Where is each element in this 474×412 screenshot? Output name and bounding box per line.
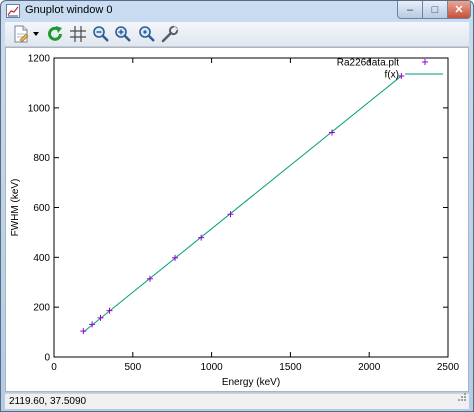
tick-labels: 0 500 1000 1500 2000 2500 0 200 400 600 800 1000 120… [28,54,460,374]
y-tick-label: 800 [33,153,50,164]
zoom-next-icon[interactable] [113,24,133,44]
status-bar: 2119.60, 37.5090 [5,393,469,409]
legend-swatch-points [422,59,428,65]
data-points-layer [80,72,405,335]
data-point [398,72,405,79]
y-tick-label: 600 [33,203,50,214]
minimize-button[interactable]: – [397,1,423,19]
x-tick-label: 1000 [200,362,223,373]
zoom-previous-icon[interactable] [91,24,111,44]
maximize-button[interactable]: □ [422,1,448,19]
dropdown-arrow-icon[interactable] [31,24,41,44]
y-tick-label: 0 [44,353,50,364]
fit-line [82,75,402,333]
resize-grip-icon[interactable] [457,392,467,408]
gnuplot-app-icon[interactable] [6,4,20,18]
copy-to-clipboard-icon[interactable] [11,24,31,44]
y-tick-label: 1200 [28,54,51,65]
axis-ticks [53,57,449,358]
data-point [106,307,113,314]
x-tick-label: 2000 [358,362,381,373]
data-point [80,328,87,335]
x-tick-label: 0 [51,362,57,373]
window-title: Gnuplot window 0 [25,4,113,16]
legend: Ra226data.plt f(x) [337,58,443,81]
legend-label-data: Ra226data.plt [337,58,399,69]
autoscale-icon[interactable] [137,24,157,44]
data-point [198,234,205,241]
title-bar[interactable]: Gnuplot window 0 – □ ✕ [1,1,473,21]
plot-area[interactable]: 0 500 1000 1500 2000 2500 0 200 400 600 800 1000 120… [5,47,469,392]
options-wrench-icon[interactable] [160,24,180,44]
data-point [146,275,153,282]
x-tick-label: 1500 [279,362,302,373]
close-button[interactable]: ✕ [447,1,471,19]
close-icon: ✕ [454,4,464,16]
data-point [227,211,234,218]
x-tick-label: 500 [124,362,141,373]
toolbar [5,22,469,47]
y-tick-label: 200 [33,303,50,314]
y-axis-label: FWHM (keV) [10,179,21,237]
plot-border [53,57,449,358]
cursor-coordinates: 2119.60, 37.5090 [9,396,87,407]
data-point [172,254,179,261]
x-tick-label: 2500 [437,362,460,373]
minimize-icon: – [406,3,414,16]
data-point [97,314,104,321]
data-point [329,129,336,136]
data-point [89,321,96,328]
maximize-icon: □ [431,3,439,16]
y-tick-label: 1000 [28,103,51,114]
x-axis-label: Energy (keV) [222,377,280,388]
replot-icon[interactable] [45,24,65,44]
legend-point-marker [422,59,428,65]
fit-line-layer [82,75,402,333]
y-tick-label: 400 [33,253,50,264]
grid-icon[interactable] [68,24,88,44]
legend-label-fit: f(x) [385,70,399,81]
plot-canvas[interactable]: 0 500 1000 1500 2000 2500 0 200 400 600 800 1000 120… [6,48,468,391]
